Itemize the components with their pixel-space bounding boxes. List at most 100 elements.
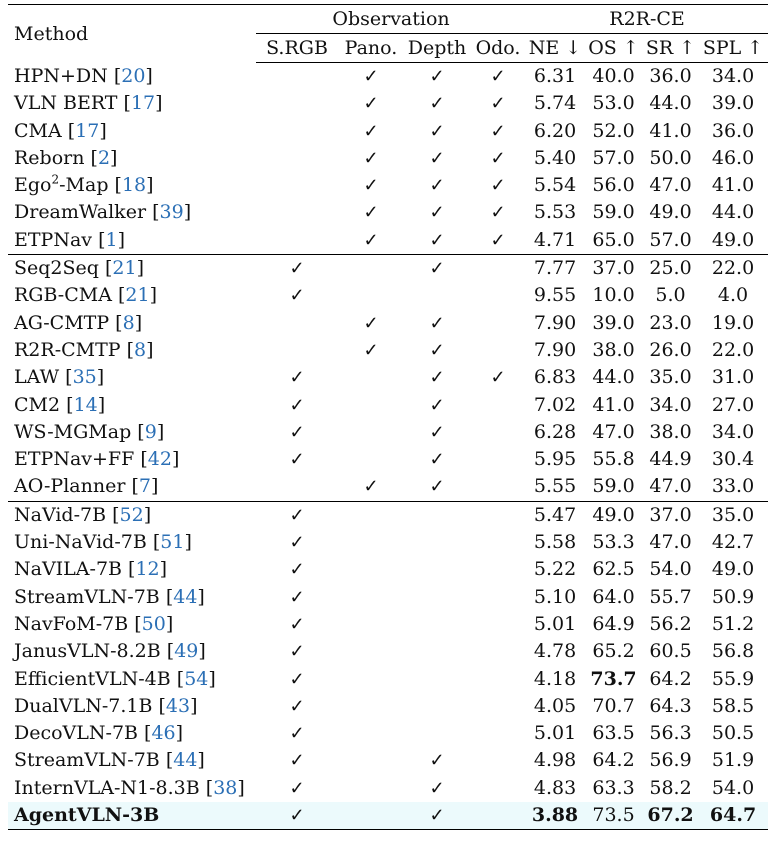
- citation-link[interactable]: [42]: [140, 448, 180, 471]
- citation-number[interactable]: 2: [97, 146, 111, 169]
- empty-cell: [404, 638, 470, 665]
- empty-cell: [338, 775, 404, 802]
- citation-link[interactable]: [14]: [66, 393, 106, 416]
- citation-link[interactable]: [12]: [128, 558, 168, 581]
- metric-value: 41.0: [711, 174, 755, 197]
- metric-value: 4.83: [533, 776, 577, 799]
- empty-cell: [256, 473, 338, 501]
- citation-link[interactable]: [43]: [158, 694, 198, 717]
- citation-link[interactable]: [52]: [112, 503, 152, 526]
- citation-link[interactable]: [21]: [104, 257, 145, 280]
- citation-number[interactable]: 43: [165, 694, 191, 717]
- citation-number[interactable]: 14: [73, 393, 98, 416]
- citation-number[interactable]: 18: [121, 174, 147, 197]
- empty-cell: [256, 63, 338, 91]
- citation-number[interactable]: 1: [105, 228, 118, 251]
- citation-link[interactable]: [17]: [123, 92, 163, 115]
- citation-link[interactable]: [18]: [114, 174, 154, 197]
- metric-value: 37.0: [643, 500, 699, 530]
- checkmark-icon: ✓: [429, 93, 445, 115]
- citation-number[interactable]: 52: [119, 503, 144, 526]
- citation-number[interactable]: 42: [147, 448, 172, 471]
- table-row: WS-MGMap [9] ✓ ✓ 6.28 47.0 38.0 34.0: [8, 419, 768, 446]
- table-row: Uni-NaVid-7B [51] ✓ 5.58 53.3 47.0 42.7: [8, 529, 768, 556]
- metric-value: 7.77: [526, 254, 585, 283]
- citation-link[interactable]: [17]: [67, 119, 107, 142]
- citation-link[interactable]: [46]: [144, 722, 184, 745]
- citation-link[interactable]: [35]: [65, 366, 105, 389]
- citation-link[interactable]: [9]: [137, 420, 165, 443]
- citation-number[interactable]: 17: [75, 119, 100, 142]
- table-row: StreamVLN-7B [44] ✓ 5.10 64.0 55.7 50.9: [8, 584, 768, 611]
- empty-cell: [338, 364, 404, 391]
- citation-number[interactable]: 12: [135, 558, 160, 581]
- citation-number[interactable]: 50: [141, 612, 166, 635]
- table-row: StreamVLN-7B [44] ✓ ✓ 4.98 64.2 56.9 51.9: [8, 747, 768, 774]
- citation-number[interactable]: 51: [160, 531, 185, 554]
- citation-number[interactable]: 20: [121, 64, 146, 87]
- metric-value: 27.0: [711, 393, 755, 416]
- checkmark-icon: ✓: [363, 147, 379, 169]
- metric-value: 4.78: [533, 640, 577, 663]
- citation-number[interactable]: 8: [122, 311, 135, 334]
- citation-number[interactable]: 39: [159, 201, 184, 224]
- citation-link[interactable]: [7]: [131, 475, 159, 498]
- metric-value: 73.5: [584, 802, 644, 831]
- citation-number[interactable]: 7: [138, 475, 151, 498]
- checkmark-icon: ✓: [363, 66, 379, 87]
- citation-link[interactable]: [8]: [115, 311, 143, 334]
- metric-value: 34.0: [711, 65, 755, 87]
- metric-value: 42.7: [711, 531, 755, 554]
- citation-number[interactable]: 44: [173, 585, 198, 608]
- citation-link[interactable]: [54]: [176, 667, 216, 690]
- checkmark-icon: ✓: [289, 723, 305, 745]
- metric-value: 44.0: [649, 92, 692, 115]
- citation-link[interactable]: [38]: [205, 776, 245, 799]
- method-name: EfficientVLN-4B: [14, 667, 171, 690]
- citation-link[interactable]: [8]: [126, 338, 154, 361]
- citation-link[interactable]: [39]: [152, 201, 192, 224]
- checkmark-icon: ✓: [429, 367, 445, 389]
- citation-link[interactable]: [20]: [113, 64, 153, 87]
- citation-link[interactable]: [1]: [98, 228, 125, 251]
- citation-number[interactable]: 49: [174, 640, 199, 663]
- citation-link[interactable]: [21]: [117, 284, 158, 307]
- citation-number[interactable]: 9: [144, 420, 157, 443]
- checkmark-icon: ✓: [429, 175, 445, 197]
- checkmark-icon: ✓: [490, 229, 506, 251]
- citation-number[interactable]: 54: [184, 667, 209, 690]
- citation-number[interactable]: 8: [134, 338, 147, 361]
- metric-value: 35.0: [698, 500, 769, 530]
- metric-value: 6.83: [533, 366, 577, 389]
- citation-number[interactable]: 38: [213, 776, 238, 799]
- citation-link[interactable]: [44]: [165, 585, 205, 608]
- citation-link[interactable]: [2]: [90, 146, 118, 169]
- metric-value: 26.0: [649, 338, 692, 361]
- citation-number[interactable]: 21: [112, 257, 137, 280]
- citation-link[interactable]: [44]: [165, 749, 205, 772]
- citation-number[interactable]: 44: [173, 749, 198, 772]
- checkmark-icon: ✓: [490, 120, 506, 142]
- metric-value: 64.2: [592, 749, 635, 772]
- citation-number[interactable]: 35: [72, 366, 97, 389]
- citation-number[interactable]: 17: [130, 92, 156, 115]
- checkmark-icon: ✓: [429, 120, 445, 142]
- metric-value: 65.0: [592, 228, 635, 251]
- empty-cell: [470, 666, 526, 693]
- citation-number[interactable]: 21: [125, 284, 150, 307]
- citation-link[interactable]: [50]: [134, 612, 174, 635]
- citation-number[interactable]: 46: [151, 722, 176, 745]
- citation-link[interactable]: [51]: [152, 531, 192, 554]
- method-cell: WS-MGMap [9]: [8, 419, 256, 446]
- empty-cell: [338, 254, 404, 283]
- empty-cell: [404, 556, 470, 583]
- col-depth: Depth: [404, 33, 470, 63]
- method-name-suffix: -Map: [59, 174, 109, 197]
- metric-value: 56.2: [649, 612, 692, 635]
- citation-link[interactable]: [49]: [166, 640, 206, 663]
- method-cell: NaVid-7B [52]: [8, 500, 256, 530]
- metric-value: 63.3: [592, 776, 635, 799]
- method-name: DreamWalker: [14, 201, 147, 224]
- metric-value: 38.0: [592, 338, 635, 361]
- metric-value: 60.5: [649, 640, 692, 663]
